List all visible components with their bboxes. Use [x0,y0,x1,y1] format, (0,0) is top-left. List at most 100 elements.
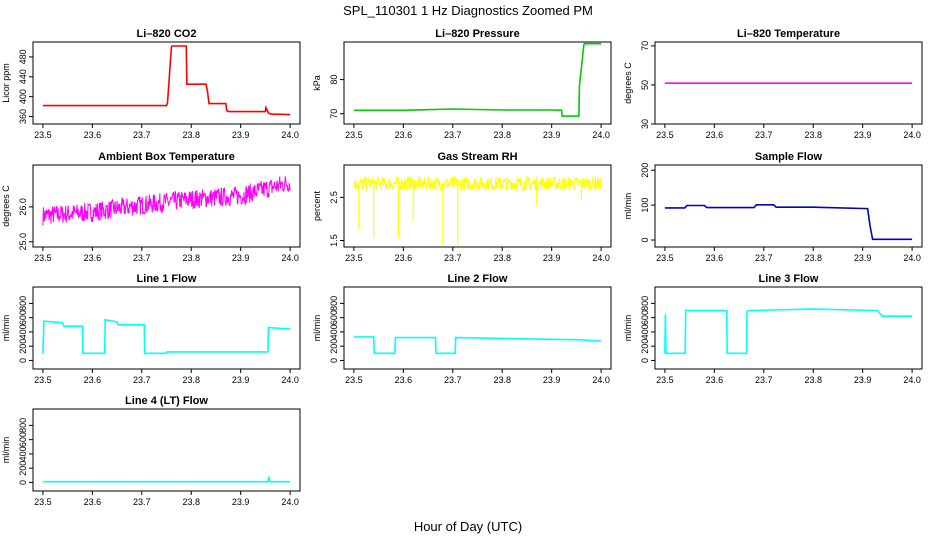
y-tick-label: 200 [640,339,650,354]
x-tick-label: 24.0 [281,253,299,263]
series-line [42,176,291,226]
x-tick-label: 24.0 [281,375,299,385]
x-tick-label: 23.5 [345,253,363,263]
x-tick-label: 24.0 [592,375,610,385]
x-tick-label: 23.7 [444,375,462,385]
y-tick-label: 30 [640,119,650,129]
x-tick-label: 23.6 [395,130,413,140]
panel-title: Line 4 (LT) Flow [125,395,208,407]
y-tick-label: 400 [640,324,650,339]
panel-title: Sample Flow [755,151,823,163]
x-tick-label: 23.8 [182,130,200,140]
panel-title: Ambient Box Temperature [98,151,235,163]
panel-title: Li–820 Pressure [435,28,519,40]
x-tick-label: 23.9 [232,253,250,263]
y-tick-label: 70 [640,41,650,51]
y-axis-label: ml/min [623,315,633,342]
y-tick-label: 800 [18,418,28,433]
x-tick-label: 23.7 [133,497,151,507]
series-line [353,42,602,117]
x-tick-label: 24.0 [903,375,921,385]
panel-co2: Li–820 CO2 23.5 23.6 23.7 23.8 23.9 24.0 360 400… [1,28,301,140]
x-tick-label: 24.0 [592,253,610,263]
panel-title: Line 2 Flow [448,273,508,285]
plot-frame [32,286,301,370]
y-tick-label: 200 [640,163,650,178]
x-tick-label: 23.9 [232,497,250,507]
x-tick-label: 24.0 [281,130,299,140]
x-tick-label: 23.5 [34,253,52,263]
series-line [664,204,913,241]
x-tick-label: 23.6 [84,130,102,140]
panel-line1: Line 1 Flow 23.5 23.6 23.7 23.8 23.9 24.0 0 2004… [1,273,301,385]
y-tick-label: 50 [640,80,650,90]
panel-title: Li–820 Temperature [737,28,840,40]
panel-line3: Line 3 Flow 23.5 23.6 23.7 23.8 23.9 24.0 0 2004… [623,273,923,385]
x-tick-label: 23.6 [395,375,413,385]
plot-frame [32,408,301,492]
y-tick-label: 0 [640,358,650,363]
x-tick-label: 23.6 [84,497,102,507]
x-tick-label: 23.7 [755,375,773,385]
y-axis-label: degrees C [1,185,11,227]
y-tick-label: 100 [640,198,650,213]
x-tick-label: 23.5 [656,375,674,385]
x-tick-label: 23.5 [345,130,363,140]
y-tick-label: 400 [18,89,28,104]
series-line [664,308,913,355]
x-tick-label: 23.8 [493,130,511,140]
x-tick-label: 23.5 [345,375,363,385]
y-tick-label: 400 [18,324,28,339]
series-line [42,318,291,355]
panel-title: Li–820 CO2 [137,28,197,40]
x-tick-label: 23.8 [493,253,511,263]
y-tick-label: 0 [329,358,339,363]
x-tick-label: 23.5 [34,497,52,507]
y-tick-label: 600 [329,310,339,325]
panel-line2: Line 2 Flow 23.5 23.6 23.7 23.8 23.9 24.0 0 2004… [312,273,612,385]
x-tick-label: 23.9 [232,130,250,140]
x-tick-label: 23.8 [182,497,200,507]
plot-frame [343,164,612,248]
plot-frame [654,286,923,370]
x-tick-label: 23.9 [854,375,872,385]
plot-frame [32,164,301,248]
x-tick-label: 24.0 [903,253,921,263]
panel-sample_flow: Sample Flow 23.5 23.6 23.7 23.8 23.9 24.0 0 100 2… [623,151,923,263]
x-tick-label: 23.7 [133,130,151,140]
x-tick-label: 24.0 [903,130,921,140]
y-tick-label: 360 [18,109,28,124]
y-tick-label: 0 [18,480,28,485]
x-tick-label: 23.5 [656,253,674,263]
figure-xlabel: Hour of Day (UTC) [414,519,522,534]
plot-frame [654,164,923,248]
x-tick-label: 23.6 [706,253,724,263]
y-axis-label: Licor ppm [1,63,11,103]
y-tick-label: 800 [18,296,28,311]
x-tick-label: 23.9 [854,130,872,140]
panel-rh: Gas Stream RH 23.5 23.6 23.7 23.8 23.9 24.0 1.5… [312,151,612,263]
x-tick-label: 23.6 [395,253,413,263]
y-tick-label: 0 [18,358,28,363]
series-line [353,336,602,355]
x-tick-label: 23.5 [656,130,674,140]
plot-frame [654,41,923,125]
x-tick-label: 23.6 [84,253,102,263]
plot-frame [343,286,612,370]
x-tick-label: 23.7 [444,130,462,140]
y-tick-label: 25.0 [18,233,28,251]
y-axis-label: percent [312,190,322,221]
x-tick-label: 23.7 [133,253,151,263]
x-tick-label: 23.9 [543,375,561,385]
y-tick-label: 2.5 [329,191,339,204]
panels-group: Li–820 CO2 23.5 23.6 23.7 23.8 23.9 24.0 360 400… [1,28,923,507]
x-tick-label: 24.0 [592,130,610,140]
x-tick-label: 23.7 [444,253,462,263]
x-tick-label: 23.6 [706,130,724,140]
panel-line4: Line 4 (LT) Flow 23.5 23.6 23.7 23.8 23.9 24.0… [1,395,301,507]
x-tick-label: 23.5 [34,375,52,385]
panel-title: Line 1 Flow [137,273,197,285]
panel-pressure: Li–820 Pressure 23.5 23.6 23.7 23.8 23.9 24.0 7… [312,28,612,140]
y-axis-label: ml/min [1,437,11,464]
